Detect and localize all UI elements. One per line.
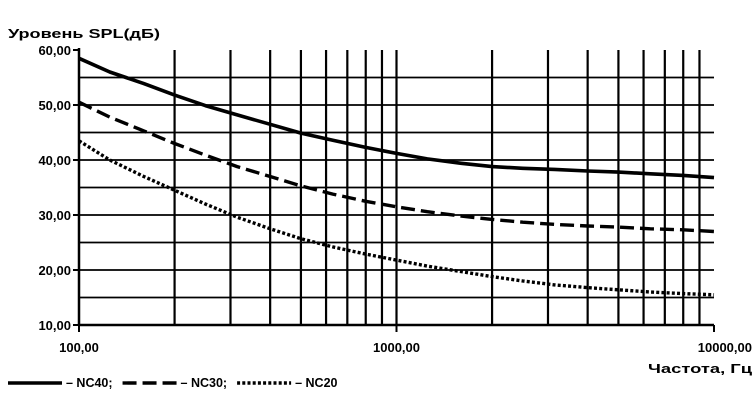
tick-labels: 10,00 20,00 30,00 40,00 50,00 60,00 100,00 1000… [38,43,752,355]
series-line-nc30 [78,100,715,234]
legend-label-nc30: – NC30; [181,376,228,390]
legend-label-nc40: – NC40; [66,376,113,390]
grid [79,50,714,325]
series-lines [78,56,715,297]
y-tick-label: 40,00 [38,153,71,168]
y-tick-label: 30,00 [38,208,71,223]
legend: – NC40; – NC30; – NC20 [8,376,338,390]
x-tick-label: 10000,00 [698,340,752,355]
x-axis-label: Частота, Гц [648,362,752,376]
y-tick-label: 10,00 [38,318,71,333]
series-line-nc40 [78,56,715,180]
y-tick-label: 20,00 [38,263,71,278]
y-tick-label: 50,00 [38,98,71,113]
axes [73,48,715,332]
x-tick-label: 100,00 [59,340,99,355]
legend-label-nc20: – NC20 [295,376,337,390]
y-axis-label: Уровень SPL(дБ) [8,27,160,41]
y-tick-label: 60,00 [38,43,71,58]
x-tick-label: 1000,00 [373,340,420,355]
